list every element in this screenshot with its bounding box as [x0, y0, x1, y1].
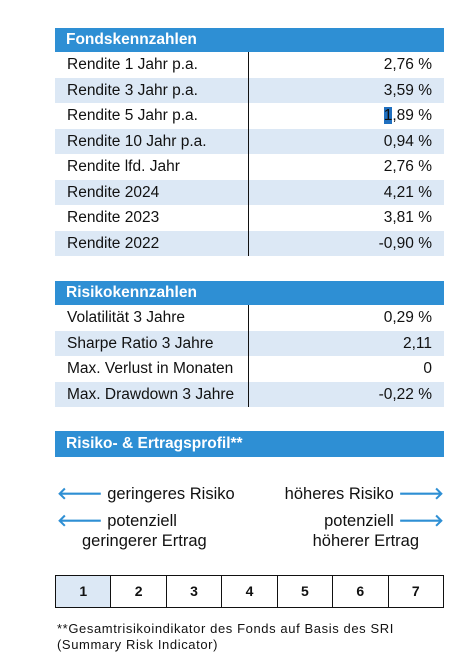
row-label: Rendite 10 Jahr p.a. — [67, 132, 207, 150]
table-row: Rendite 2024 4,21 % — [55, 179, 444, 205]
row-value-rest: ,89 % — [392, 107, 432, 124]
ertragsprofil-header: Risiko- & Ertragsprofil** — [55, 431, 444, 457]
row-value: -0,22 % — [378, 385, 432, 403]
table-row: Rendite 2022 -0,90 % — [55, 230, 444, 256]
row-value: 3,59 % — [383, 81, 432, 99]
row-value: 3,81 % — [383, 209, 432, 226]
table-row: Max. Drawdown 3 Jahre -0,22 % — [55, 381, 444, 407]
row-value: 4,21 % — [383, 183, 432, 201]
row-label: Rendite 2024 — [67, 183, 160, 201]
row-label: Sharpe Ratio 3 Jahre — [67, 334, 214, 352]
row-label: Rendite 2023 — [67, 209, 160, 226]
risk-scale-cell-7: 7 — [411, 583, 420, 599]
lower-return-label: 🡐 potenziell geringerer Ertrag — [57, 511, 207, 551]
lower-risk-text: geringeres Risiko — [107, 485, 235, 503]
higher-risk-text: höheres Risiko — [284, 485, 394, 503]
higher-return-label: potenziell 🡒 höherer Ertrag — [313, 511, 444, 551]
lower-return-line2: geringerer Ertrag — [82, 532, 207, 550]
footnote-line1: **Gesamtrisikoindikator des Fonds auf Ba… — [57, 621, 394, 636]
lower-risk-label: 🡐 geringeres Risiko — [57, 484, 235, 504]
row-value: 2,76 % — [383, 56, 432, 73]
row-value: 2,11 — [402, 334, 432, 352]
footnote-line2: (Summary Risk Indicator) — [57, 637, 219, 652]
row-label: Rendite 3 Jahr p.a. — [67, 81, 198, 99]
arrow-left-icon: 🡐 — [57, 511, 103, 530]
arrow-right-icon: 🡒 — [398, 511, 444, 530]
table-row: Rendite lfd. Jahr 2,76 % — [55, 154, 444, 180]
risk-scale-cell-6: 6 — [333, 576, 389, 607]
row-value: 0 — [423, 360, 432, 377]
row-label: Rendite lfd. Jahr — [67, 158, 180, 175]
risk-scale-cell-2: 2 — [111, 576, 167, 607]
row-label: Rendite 1 Jahr p.a. — [67, 56, 198, 73]
table-row: Rendite 2023 3,81 % — [55, 205, 444, 231]
risk-scale-cell-4: 4 — [222, 576, 278, 607]
higher-risk-label: höheres Risiko 🡒 — [285, 484, 444, 504]
arrow-right-icon: 🡒 — [398, 484, 444, 503]
higher-return-line1: potenziell — [324, 512, 394, 530]
table-row: Rendite 10 Jahr p.a. 0,94 % — [55, 128, 444, 154]
text-selection-highlight[interactable]: 1 — [383, 107, 393, 124]
column-divider — [248, 305, 249, 407]
column-divider — [248, 52, 249, 256]
risikokennzahlen-table: Risikokennzahlen Volatilität 3 Jahre 0,2… — [55, 281, 444, 407]
fondskennzahlen-header: Fondskennzahlen — [55, 28, 444, 52]
row-label: Rendite 5 Jahr p.a. — [67, 107, 198, 124]
fondskennzahlen-table: Fondskennzahlen Rendite 1 Jahr p.a. 2,76… — [55, 28, 444, 256]
row-value: 0,94 % — [383, 132, 432, 150]
lower-return-line1: potenziell — [107, 512, 177, 530]
row-value: -0,90 % — [378, 234, 432, 252]
footnote: **Gesamtrisikoindikator des Fonds auf Ba… — [57, 621, 394, 653]
row-value: 2,76 % — [383, 158, 432, 175]
table-row: Rendite 1 Jahr p.a. 2,76 % — [55, 52, 444, 78]
risk-scale-cell-3: 3 — [167, 576, 223, 607]
row-value: 0,29 % — [383, 309, 432, 326]
table-row: Rendite 3 Jahr p.a. 3,59 % — [55, 77, 444, 103]
row-value: 1,89 % — [383, 103, 432, 129]
table-row: Rendite 5 Jahr p.a. 1,89 % — [55, 103, 444, 129]
higher-return-line2: höherer Ertrag — [312, 532, 419, 550]
arrow-left-icon: 🡐 — [57, 484, 103, 503]
risk-scale-cell-5: 5 — [278, 576, 334, 607]
table-row: Sharpe Ratio 3 Jahre 2,11 — [55, 330, 444, 356]
row-label: Volatilität 3 Jahre — [67, 309, 186, 326]
row-label: Max. Drawdown 3 Jahre — [67, 385, 235, 403]
table-row: Max. Verlust in Monaten 0 — [55, 356, 444, 382]
table-row: Volatilität 3 Jahre 0,29 % — [55, 305, 444, 331]
risikokennzahlen-header: Risikokennzahlen — [55, 281, 444, 305]
risk-scale: 1 2 3 4 5 6 7 — [55, 575, 444, 608]
row-label: Rendite 2022 — [67, 234, 160, 252]
risk-scale-cell-1: 1 — [56, 576, 112, 607]
row-label: Max. Verlust in Monaten — [67, 360, 234, 377]
